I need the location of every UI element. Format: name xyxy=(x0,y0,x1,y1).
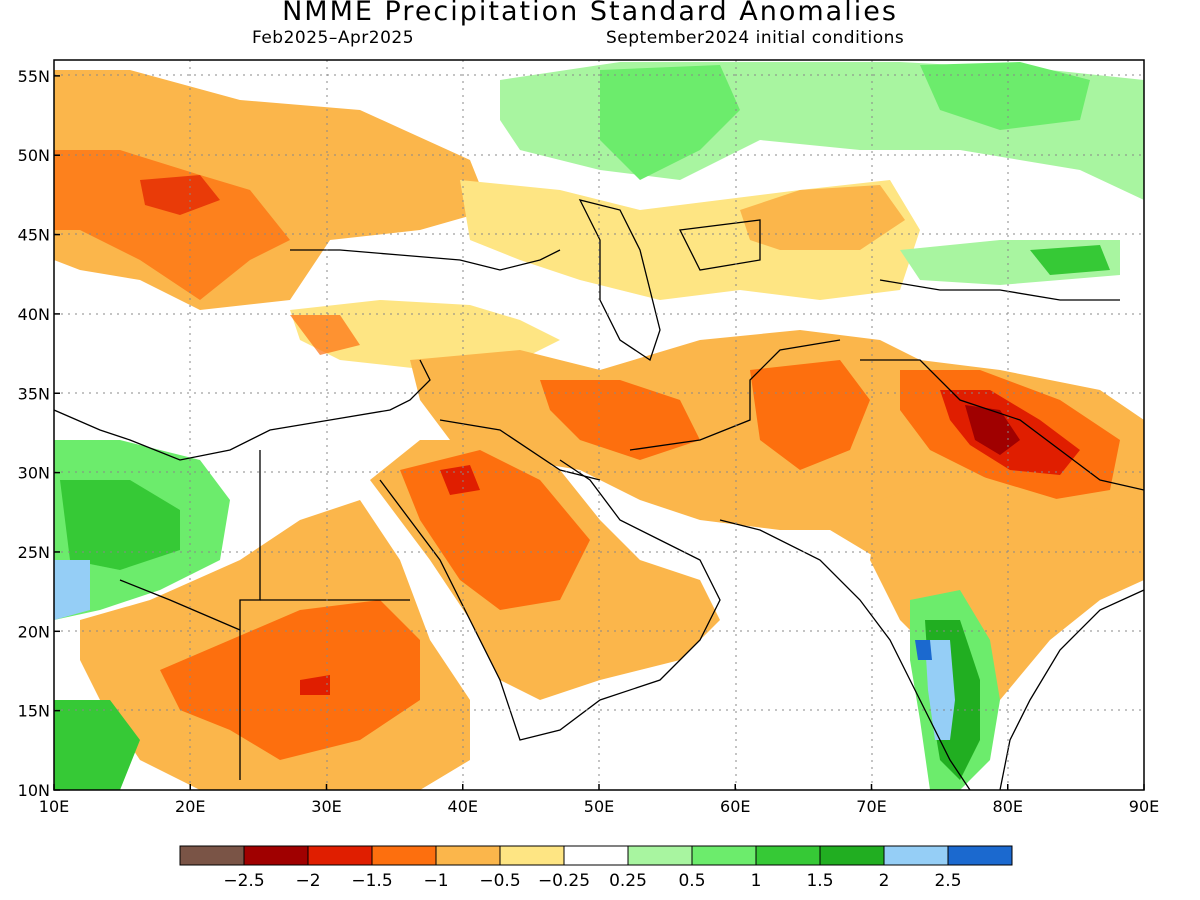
initial-conditions: September2024 initial conditions xyxy=(606,28,905,48)
legend-swatch xyxy=(243,845,309,866)
legend-swatch xyxy=(499,845,565,866)
y-tick-label: 25N xyxy=(18,543,50,562)
legend-label: −2.5 xyxy=(223,871,264,891)
legend-swatch xyxy=(691,845,757,866)
x-tick-label: 40E xyxy=(448,797,478,816)
forecast-period: Feb2025–Apr2025 xyxy=(252,28,415,48)
grid-lines xyxy=(54,60,1144,790)
x-tick-label: 80E xyxy=(993,797,1023,816)
x-tick-label: 60E xyxy=(720,797,750,816)
map-area xyxy=(54,60,1144,790)
legend-label: −1.5 xyxy=(351,871,392,891)
y-tick-label: 35N xyxy=(18,384,50,403)
coastlines xyxy=(54,199,1144,790)
chart-title: NMME Precipitation Standard Anomalies xyxy=(282,0,898,27)
legend-label: 1 xyxy=(751,871,762,891)
x-tick-label: 20E xyxy=(175,797,205,816)
y-tick-label: 10N xyxy=(18,781,50,800)
legend-swatch xyxy=(435,845,501,866)
legend-label: −0.5 xyxy=(479,871,520,891)
y-tick-label: 55N xyxy=(18,67,50,86)
legend-label: 1.5 xyxy=(806,871,833,891)
legend-label: 0.5 xyxy=(678,871,705,891)
legend-swatch xyxy=(819,845,885,866)
x-tick-label: 90E xyxy=(1129,797,1159,816)
legend-swatch xyxy=(627,845,693,866)
legend-label: 0.25 xyxy=(609,871,647,891)
legend-swatch xyxy=(755,845,821,866)
legend: −2.5 −2 −1.5 −1 −0.5 −0.25 0.25 0.5 1 1.5 2 2.5 xyxy=(179,845,1013,891)
legend-swatch xyxy=(883,845,949,866)
y-tick-label: 50N xyxy=(18,146,50,165)
x-tick-label: 50E xyxy=(584,797,614,816)
legend-label: −2 xyxy=(295,871,320,891)
legend-swatch xyxy=(179,845,245,866)
y-tick-label: 15N xyxy=(18,702,50,721)
y-tick-label: 30N xyxy=(18,464,50,483)
x-tick-label: 70E xyxy=(856,797,886,816)
legend-label: −0.25 xyxy=(538,871,590,891)
y-tick-label: 40N xyxy=(18,305,50,324)
legend-label: −1 xyxy=(423,871,448,891)
y-tick-label: 20N xyxy=(18,622,50,641)
legend-swatch xyxy=(371,845,437,866)
legend-swatch xyxy=(563,845,629,866)
x-tick-label: 30E xyxy=(311,797,341,816)
legend-label: 2 xyxy=(879,871,890,891)
axis-ticks: 10E 20E 30E 40E 50E 60E 70E 80E 90E 10N 15N 20N 25N 3… xyxy=(18,67,1160,816)
legend-label: 2.5 xyxy=(934,871,961,891)
y-tick-label: 45N xyxy=(18,226,50,245)
anomaly-fill xyxy=(54,62,1144,790)
legend-swatch xyxy=(307,845,373,866)
x-tick-label: 10E xyxy=(39,797,69,816)
legend-swatch xyxy=(947,845,1013,866)
